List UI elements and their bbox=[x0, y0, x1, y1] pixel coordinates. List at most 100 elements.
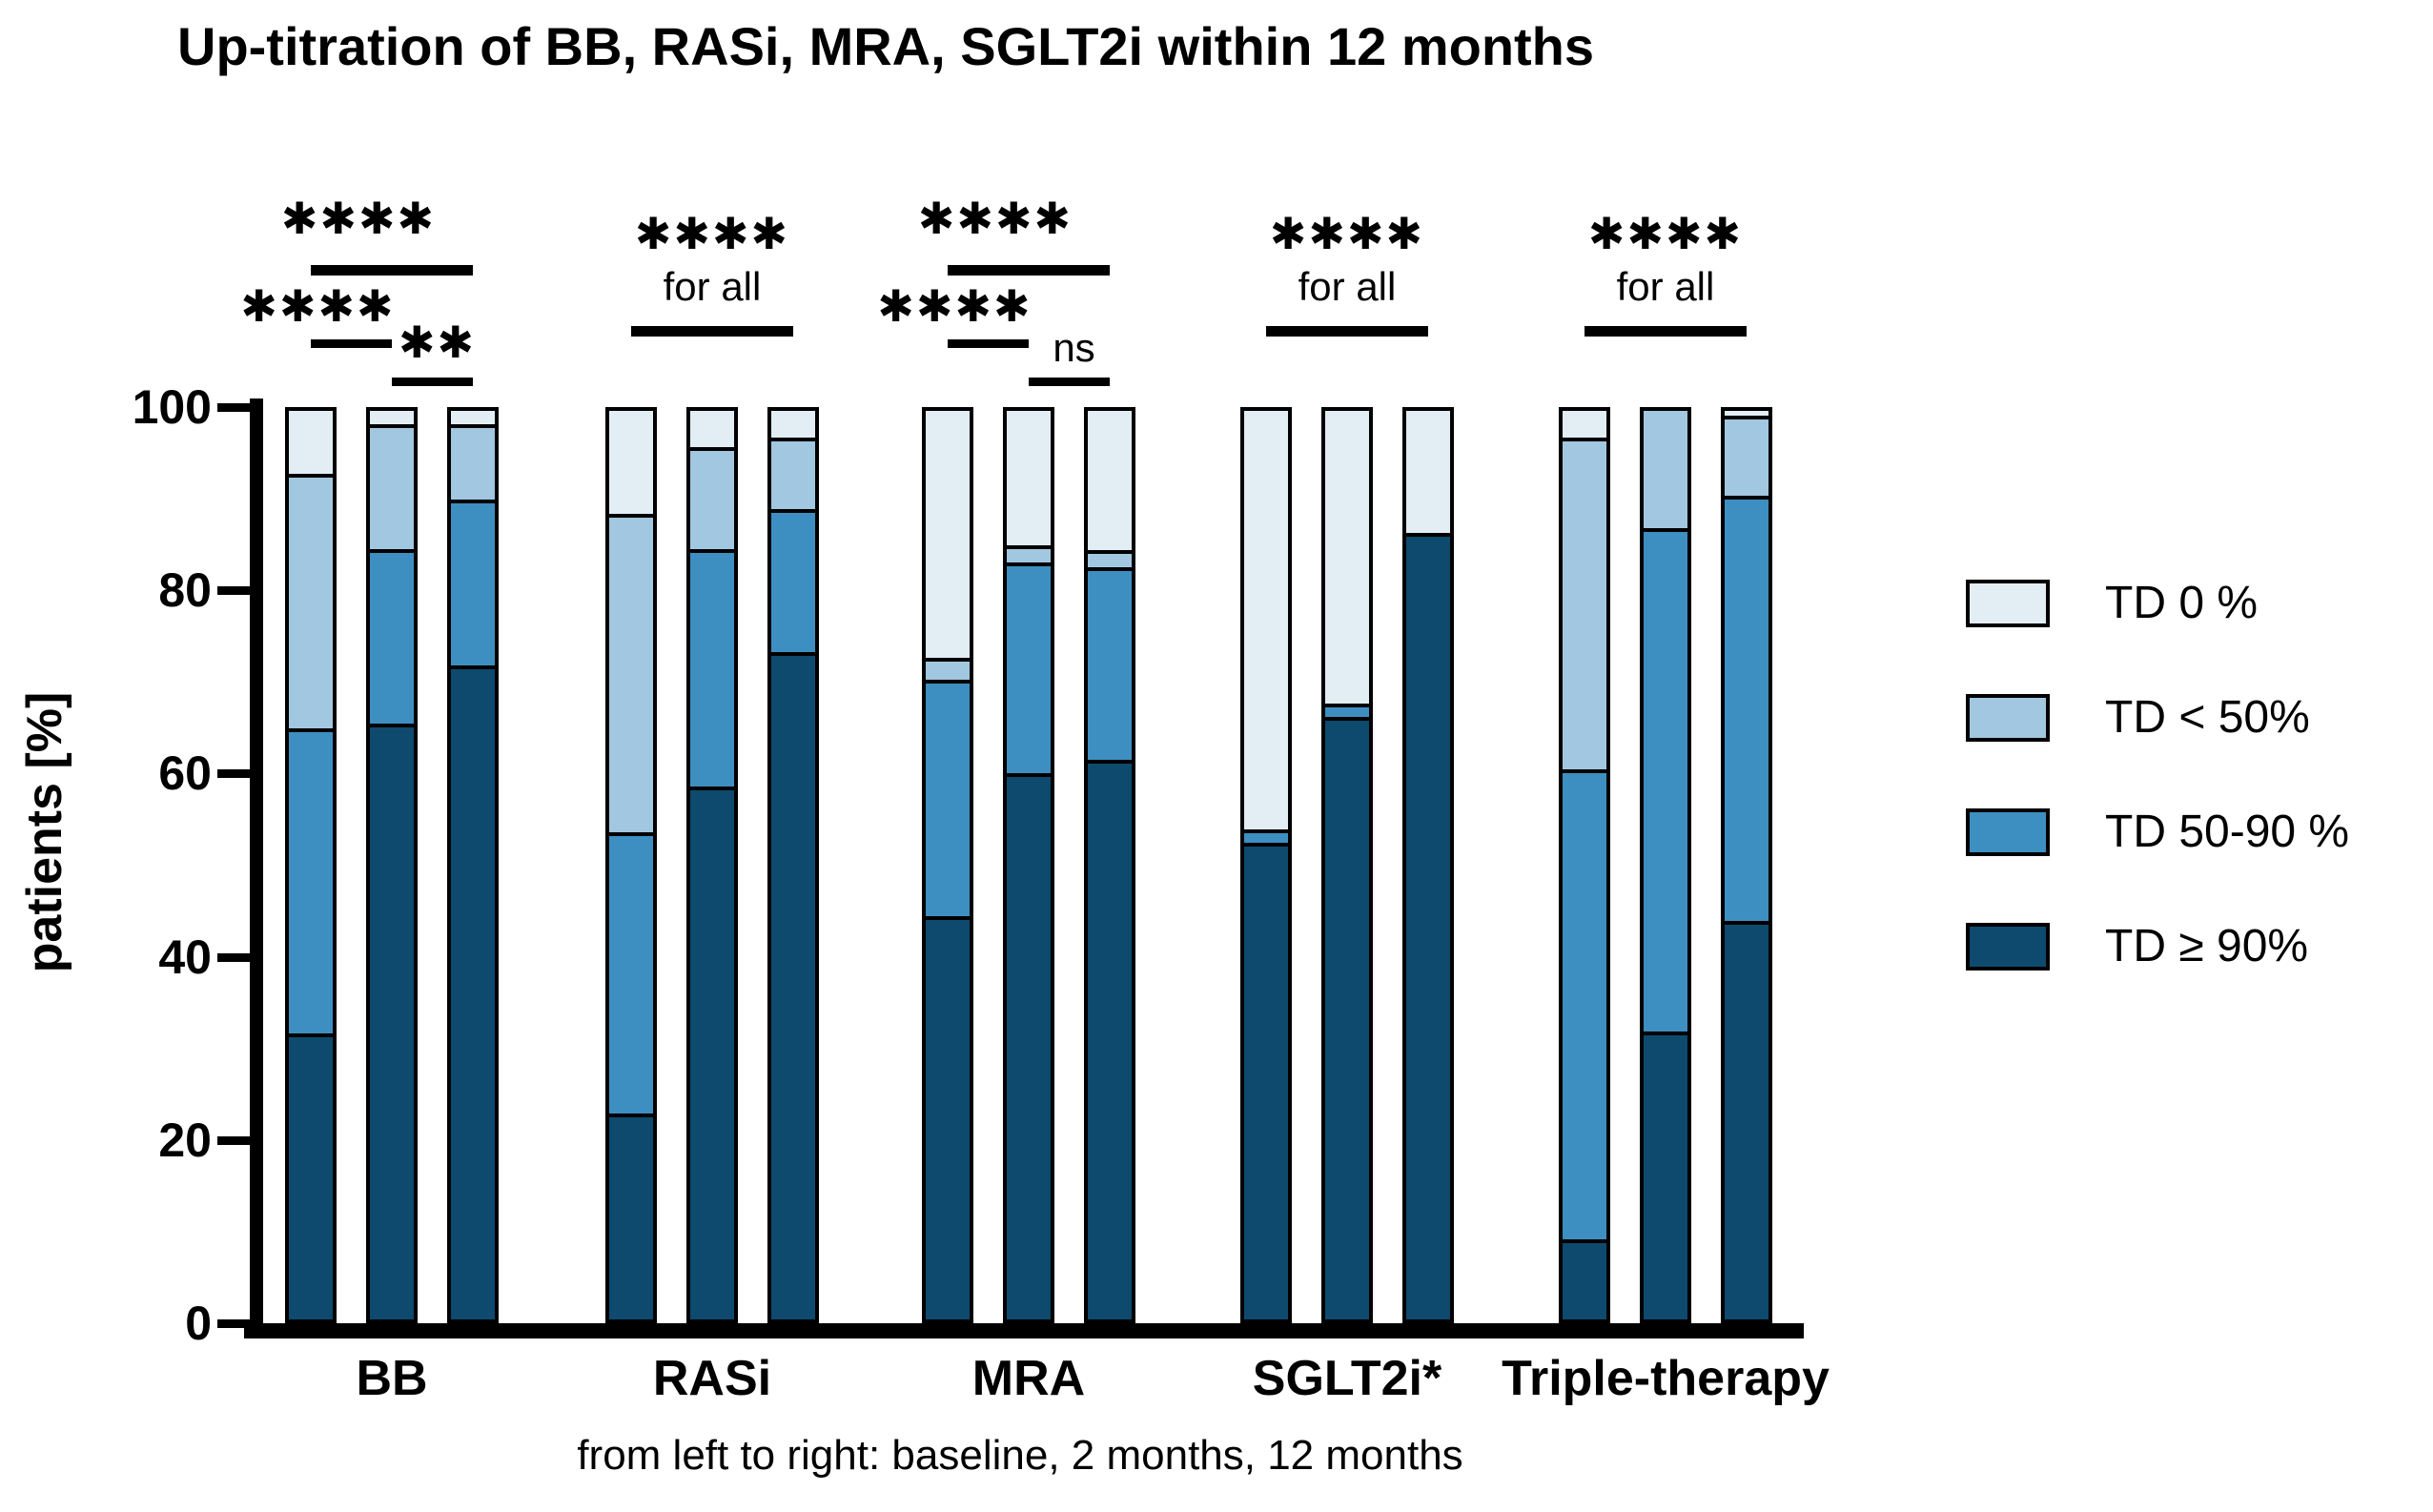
x-axis-footnote: from left to right: baseline, 2 months, … bbox=[577, 1432, 1463, 1479]
legend-swatch-td_50_90 bbox=[1966, 808, 2050, 856]
group-label-MRA: MRA bbox=[971, 1351, 1086, 1406]
bar-SGLT2i*-12 months bbox=[1402, 407, 1454, 1323]
legend-label-td_lt50: TD < 50% bbox=[2105, 692, 2310, 743]
bar-segment-td_50_90 bbox=[609, 831, 653, 1114]
bar-segment-td_50_90 bbox=[690, 549, 734, 787]
bar-segment-td_0 bbox=[451, 411, 495, 425]
bar-segment-td_lt50 bbox=[289, 473, 333, 729]
sig-line bbox=[1029, 378, 1110, 386]
bar-SGLT2i*-baseline bbox=[1240, 407, 1292, 1323]
sig-stars: ✱✱ bbox=[398, 317, 477, 367]
bar-segment-td_ge90 bbox=[1563, 1239, 1606, 1319]
y-tick bbox=[217, 952, 250, 962]
y-tick-label: 60 bbox=[158, 746, 212, 801]
sig-line bbox=[948, 339, 1029, 348]
bar-RASi-baseline bbox=[605, 407, 657, 1323]
bar-segment-td_ge90 bbox=[1244, 842, 1288, 1319]
bar-segment-td_0 bbox=[1325, 411, 1369, 705]
bar-segment-td_50_90 bbox=[1244, 829, 1288, 843]
bar-segment-td_0 bbox=[926, 411, 970, 658]
bar-segment-td_50_90 bbox=[1088, 566, 1132, 760]
bar-segment-td_ge90 bbox=[1007, 772, 1051, 1320]
bar-segment-td_0 bbox=[370, 411, 414, 425]
bar-segment-td_50_90 bbox=[1725, 495, 1769, 921]
bar-segment-td_lt50 bbox=[451, 424, 495, 501]
group-label-Triple-therapy: Triple-therapy bbox=[1502, 1351, 1830, 1406]
y-tick bbox=[217, 403, 250, 412]
bar-Triple-therapy-baseline bbox=[1559, 407, 1610, 1323]
bar-segment-td_0 bbox=[771, 411, 815, 439]
sig-text: for all bbox=[1298, 264, 1397, 309]
group-label-BB: BB bbox=[356, 1351, 428, 1406]
sig-line bbox=[311, 265, 473, 276]
sig-text: ns bbox=[1053, 325, 1095, 370]
bar-segment-td_50_90 bbox=[771, 508, 815, 652]
bar-segment-td_lt50 bbox=[370, 424, 414, 550]
sig-stars: ✱✱✱✱ bbox=[917, 194, 1073, 243]
bar-BB-2 months bbox=[366, 407, 418, 1323]
sig-stars: ✱✱✱✱ bbox=[1587, 209, 1744, 258]
y-tick bbox=[217, 769, 250, 779]
bar-segment-td_ge90 bbox=[289, 1032, 333, 1320]
bar-segment-td_lt50 bbox=[609, 514, 653, 832]
sig-line bbox=[1266, 326, 1428, 337]
sig-line bbox=[1585, 326, 1747, 337]
bar-segment-td_ge90 bbox=[370, 723, 414, 1319]
bar-Triple-therapy-12 months bbox=[1721, 407, 1772, 1323]
legend-swatch-td_lt50 bbox=[1966, 694, 2050, 742]
bar-MRA-2 months bbox=[1003, 407, 1054, 1323]
bar-RASi-12 months bbox=[767, 407, 819, 1323]
bar-segment-td_ge90 bbox=[1725, 920, 1769, 1319]
bar-segment-td_ge90 bbox=[1406, 533, 1450, 1319]
bar-RASi-2 months bbox=[686, 407, 738, 1323]
legend-label-td_ge90: TD ≥ 90% bbox=[2105, 921, 2309, 971]
bar-segment-td_0 bbox=[289, 411, 333, 474]
y-tick-label: 40 bbox=[158, 930, 212, 984]
bar-segment-td_ge90 bbox=[1088, 759, 1132, 1319]
sig-stars: ✱✱✱✱ bbox=[1269, 209, 1425, 258]
bar-segment-td_0 bbox=[1563, 411, 1606, 439]
y-tick bbox=[217, 1319, 250, 1328]
x-axis-line bbox=[244, 1323, 1804, 1338]
bar-segment-td_lt50 bbox=[1725, 415, 1769, 496]
sig-stars: ✱✱✱✱ bbox=[634, 209, 790, 258]
y-tick-label: 0 bbox=[185, 1297, 212, 1350]
bar-segment-td_lt50 bbox=[1563, 438, 1606, 769]
y-axis-label: patients [%] bbox=[17, 691, 72, 973]
sig-text: for all bbox=[663, 264, 762, 309]
bar-segment-td_lt50 bbox=[1088, 549, 1132, 567]
bar-MRA-12 months bbox=[1084, 407, 1135, 1323]
y-tick bbox=[217, 1135, 250, 1145]
group-label-RASi: RASi bbox=[652, 1351, 772, 1406]
bar-segment-td_50_90 bbox=[1644, 527, 1687, 1032]
bar-segment-td_lt50 bbox=[926, 657, 970, 680]
bar-segment-td_0 bbox=[1725, 411, 1769, 416]
y-tick bbox=[217, 586, 250, 596]
sig-line bbox=[631, 326, 793, 337]
bar-segment-td_ge90 bbox=[771, 651, 815, 1320]
bar-segment-td_ge90 bbox=[1644, 1032, 1687, 1319]
bar-segment-td_ge90 bbox=[926, 916, 970, 1319]
bar-segment-td_ge90 bbox=[1325, 716, 1369, 1319]
legend-label-td_0: TD 0 % bbox=[2105, 578, 2259, 628]
chart-title: Up-titration of BB, RASi, MRA, SGLT2i wi… bbox=[177, 16, 1595, 76]
bar-segment-td_lt50 bbox=[771, 438, 815, 509]
bar-BB-12 months bbox=[447, 407, 499, 1323]
bar-segment-td_50_90 bbox=[1325, 704, 1369, 717]
legend-label-td_50_90: TD 50-90 % bbox=[2105, 807, 2350, 857]
bar-segment-td_ge90 bbox=[609, 1114, 653, 1319]
bar-segment-td_50_90 bbox=[926, 679, 970, 917]
bar-segment-td_ge90 bbox=[690, 786, 734, 1319]
bar-Triple-therapy-2 months bbox=[1640, 407, 1691, 1323]
sig-stars: ✱✱✱✱ bbox=[240, 281, 396, 331]
y-tick-label: 100 bbox=[132, 380, 212, 434]
bar-BB-baseline bbox=[285, 407, 337, 1323]
bar-MRA-baseline bbox=[922, 407, 973, 1323]
legend-swatch-td_0 bbox=[1966, 580, 2050, 627]
bar-segment-td_lt50 bbox=[1007, 545, 1051, 563]
bar-segment-td_0 bbox=[1007, 411, 1051, 546]
bar-segment-td_ge90 bbox=[451, 664, 495, 1319]
bar-segment-td_0 bbox=[690, 411, 734, 447]
sig-stars: ✱✱✱✱ bbox=[877, 281, 1032, 331]
